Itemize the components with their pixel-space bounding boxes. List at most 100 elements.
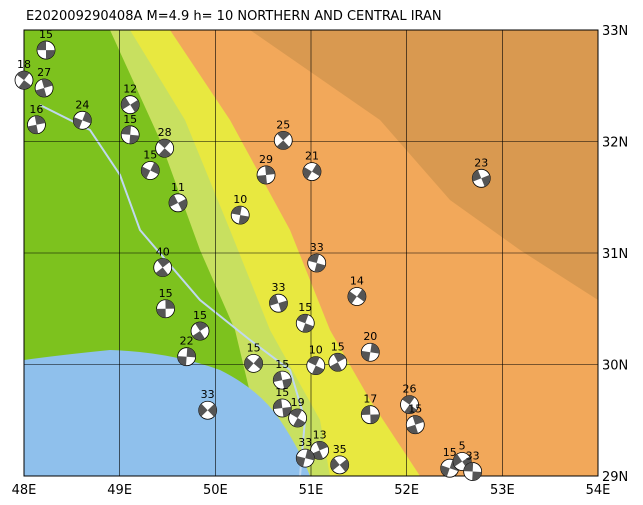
depth-label: 15 (159, 287, 173, 300)
beachball (330, 455, 350, 475)
compression (257, 165, 275, 184)
compression (402, 395, 417, 414)
compression (406, 415, 424, 434)
beachball (306, 356, 326, 376)
lon-label: 48E (12, 483, 37, 498)
beachball (307, 253, 327, 273)
beachball (302, 162, 322, 182)
depth-label: 33 (466, 450, 480, 463)
beachball (360, 405, 380, 425)
compression (157, 139, 172, 158)
beachball (471, 168, 491, 188)
beachball (360, 342, 380, 362)
beachball (400, 395, 419, 415)
compression (347, 289, 366, 304)
depth-label: 19 (291, 396, 305, 409)
compression (273, 399, 292, 417)
depth-label: 11 (171, 181, 185, 194)
beachball (34, 78, 54, 98)
beachball (72, 110, 92, 130)
compression (73, 111, 92, 129)
compression (192, 322, 208, 341)
map-title: E202009290408A M=4.9 h= 10 NORTHERN AND … (26, 9, 442, 24)
depth-label: 24 (75, 98, 89, 111)
depth-label: 15 (275, 358, 289, 371)
depth-label: 15 (143, 148, 157, 161)
compression (27, 115, 46, 134)
depth-label: 28 (158, 126, 172, 139)
compression (156, 299, 175, 318)
compression (330, 457, 349, 472)
beachball (120, 125, 140, 145)
beachball (405, 415, 425, 435)
depth-label: 33 (310, 241, 324, 254)
beachball (198, 400, 218, 420)
beachball (295, 448, 315, 468)
compression (177, 347, 196, 366)
beachball (36, 40, 56, 60)
depth-label: 13 (313, 428, 327, 441)
depth-label: 15 (331, 340, 345, 353)
depth-label: 26 (403, 383, 417, 396)
beachball (272, 398, 292, 418)
beachball (288, 408, 308, 428)
compression (121, 97, 140, 113)
depth-label: 15 (193, 309, 207, 322)
compression (244, 356, 263, 371)
compression (35, 78, 53, 97)
beachball (177, 347, 197, 367)
compression (308, 254, 326, 273)
compression (276, 131, 290, 150)
compression (273, 371, 292, 389)
compression (141, 162, 160, 179)
compression (296, 314, 314, 333)
depth-label: 15 (408, 403, 422, 416)
depth-label: 15 (247, 341, 261, 354)
beachball (256, 165, 276, 185)
depth-label: 20 (363, 330, 377, 343)
depth-label: 33 (271, 281, 285, 294)
depth-label: 10 (233, 193, 247, 206)
depth-label: 10 (309, 344, 323, 357)
lon-label: 51E (299, 483, 324, 498)
depth-label: 15 (39, 28, 53, 41)
beachball (14, 70, 34, 90)
depth-label: 23 (474, 156, 488, 169)
compression (302, 163, 321, 180)
beachball (230, 205, 250, 225)
lon-label: 54E (586, 483, 611, 498)
depth-label: 17 (363, 393, 377, 406)
depth-label: 15 (123, 113, 137, 126)
depth-label: 21 (305, 150, 319, 163)
beachball (273, 130, 293, 150)
depth-label: 14 (350, 274, 364, 287)
beachball (140, 161, 160, 180)
compression (231, 206, 250, 225)
beachball (463, 462, 483, 481)
compression (361, 343, 380, 362)
compression (289, 409, 306, 428)
beachball (310, 440, 330, 460)
beachball (156, 299, 175, 319)
lat-label: 32N (602, 136, 628, 151)
beachball (120, 95, 140, 115)
compression (307, 356, 324, 375)
depth-label: 15 (298, 301, 312, 314)
beachball (27, 115, 46, 135)
compression (472, 169, 491, 187)
depth-label: 16 (29, 103, 43, 116)
depth-label: 33 (201, 388, 215, 401)
depth-label: 40 (156, 245, 170, 258)
beachball (269, 293, 288, 313)
depth-label: 5 (459, 440, 466, 453)
lat-label: 29N (602, 470, 628, 485)
depth-label: 15 (275, 386, 289, 399)
depth-label: 27 (37, 66, 51, 79)
beachball (153, 258, 173, 277)
depth-label: 22 (180, 335, 194, 348)
compression (155, 258, 170, 277)
compression (361, 405, 380, 424)
beachball (244, 353, 264, 373)
beachball (328, 352, 348, 372)
